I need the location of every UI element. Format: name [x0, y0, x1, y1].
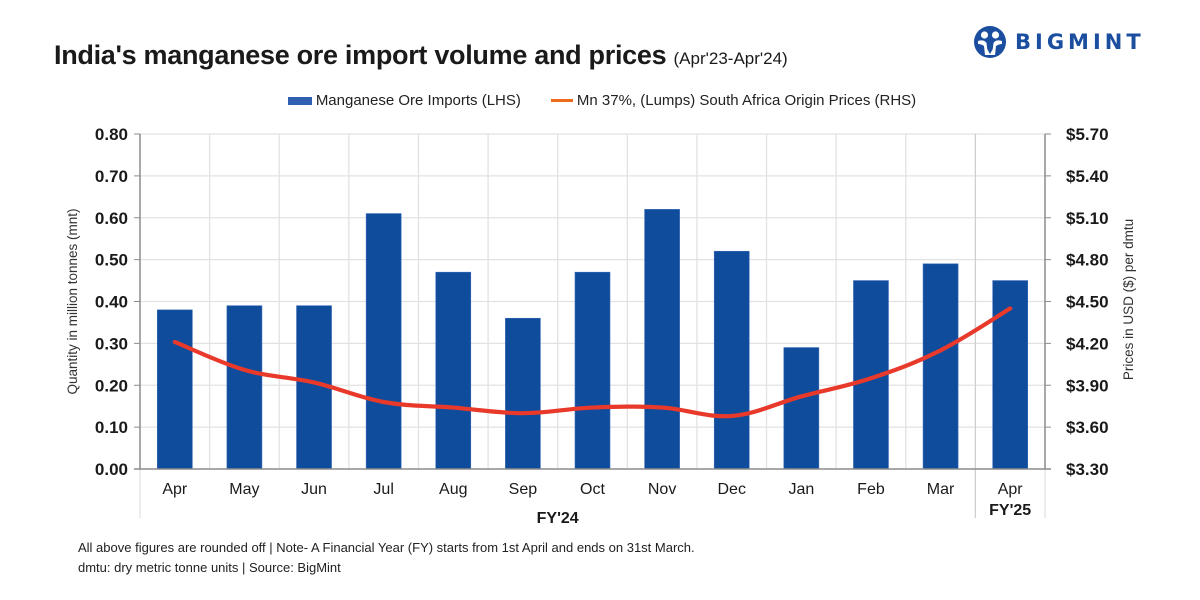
right-tick-label: $5.70: [1066, 125, 1109, 144]
legend-bar-swatch: [287, 96, 312, 105]
right-tick-label: $4.20: [1066, 334, 1109, 353]
right-tick-label: $5.10: [1066, 209, 1109, 228]
x-tick-label: May: [229, 481, 259, 498]
legend-item-prices: Mn 37%, (Lumps) South Africa Origin Pric…: [550, 92, 917, 109]
left-tick-label: 0.00: [95, 460, 128, 479]
left-tick-label: 0.10: [95, 418, 128, 437]
axes: [134, 133, 1051, 470]
right-tick-label: $5.40: [1066, 167, 1109, 186]
x-tick-label: Nov: [648, 481, 676, 498]
x-tick-label: Jul: [373, 481, 393, 498]
left-tick-label: 0.40: [95, 293, 128, 312]
left-tick-label: 0.20: [95, 376, 128, 395]
line-series: [172, 306, 1013, 419]
legend-item-imports: Manganese Ore Imports (LHS): [287, 92, 521, 109]
y-axis-title: Quantity in million tonnes (mnt): [65, 208, 80, 394]
left-tick-label: 0.50: [95, 251, 128, 270]
left-tick-label: 0.70: [95, 167, 128, 186]
y2-axis-title: Prices in USD ($) per dmtu: [1121, 219, 1136, 380]
bar-series: [157, 209, 1028, 470]
bar-aug-4: [435, 271, 472, 470]
x-tick-label: Apr: [998, 481, 1024, 498]
bar-apr-12: [992, 280, 1028, 470]
left-tick-label: 0.80: [95, 125, 128, 144]
bar-may-1: [226, 305, 263, 470]
chart-legend: Manganese Ore Imports (LHS) Mn 37%, (Lum…: [0, 92, 1200, 109]
x-tick-label: Mar: [927, 481, 955, 498]
bar-nov-7: [644, 209, 680, 470]
legend-line-swatch: [550, 99, 573, 102]
left-tick-label: 0.60: [95, 209, 128, 228]
x-tick-label: Oct: [580, 481, 605, 498]
x-tick-label: Jun: [301, 481, 327, 498]
logo-text: BIGMINT: [1015, 30, 1145, 54]
title-main: India's manganese ore import volume and …: [54, 40, 667, 70]
x-tick-label: Aug: [439, 481, 467, 498]
legend-label-prices: Mn 37%, (Lumps) South Africa Origin Pric…: [576, 92, 917, 109]
x-tick-label: Feb: [857, 481, 885, 498]
axis-labels: 0.00 0.10 0.20 0.30 0.40 0.50 0.60 0.70 0.80 $3.3…: [65, 125, 1136, 527]
right-tick-label: $4.50: [1066, 293, 1109, 312]
bar-dec-8: [713, 250, 750, 470]
bigmint-people-icon: [974, 26, 1006, 58]
chart-title: India's manganese ore import volume and …: [54, 40, 788, 71]
title-period: (Apr'23-Apr'24): [673, 49, 788, 68]
x-group-label: FY'25: [989, 502, 1031, 519]
bar-apr-0: [157, 309, 193, 470]
bar-oct-6: [574, 271, 611, 470]
footnote-note: All above figures are rounded off | Note…: [78, 540, 695, 555]
right-tick-label: $4.80: [1066, 251, 1109, 270]
right-tick-label: $3.30: [1066, 460, 1109, 479]
footnote-source: dmtu: dry metric tonne units | Source: B…: [78, 560, 341, 575]
x-tick-label: Sep: [509, 481, 538, 498]
x-tick-label: Dec: [718, 481, 746, 498]
x-group-label: FY'24: [537, 510, 579, 527]
right-tick-label: $3.60: [1066, 418, 1109, 437]
right-tick-label: $3.90: [1066, 376, 1109, 395]
bar-jul-3: [365, 213, 402, 470]
bar-mar-11: [922, 263, 959, 470]
bar-jan-9: [783, 347, 820, 470]
legend-label-imports: Manganese Ore Imports (LHS): [315, 92, 521, 109]
x-tick-label: Jan: [788, 481, 814, 498]
x-tick-label: Apr: [162, 481, 188, 498]
left-tick-label: 0.30: [95, 334, 128, 353]
bar-sep-5: [505, 317, 541, 470]
bigmint-logo: BIGMINT: [973, 25, 1145, 59]
